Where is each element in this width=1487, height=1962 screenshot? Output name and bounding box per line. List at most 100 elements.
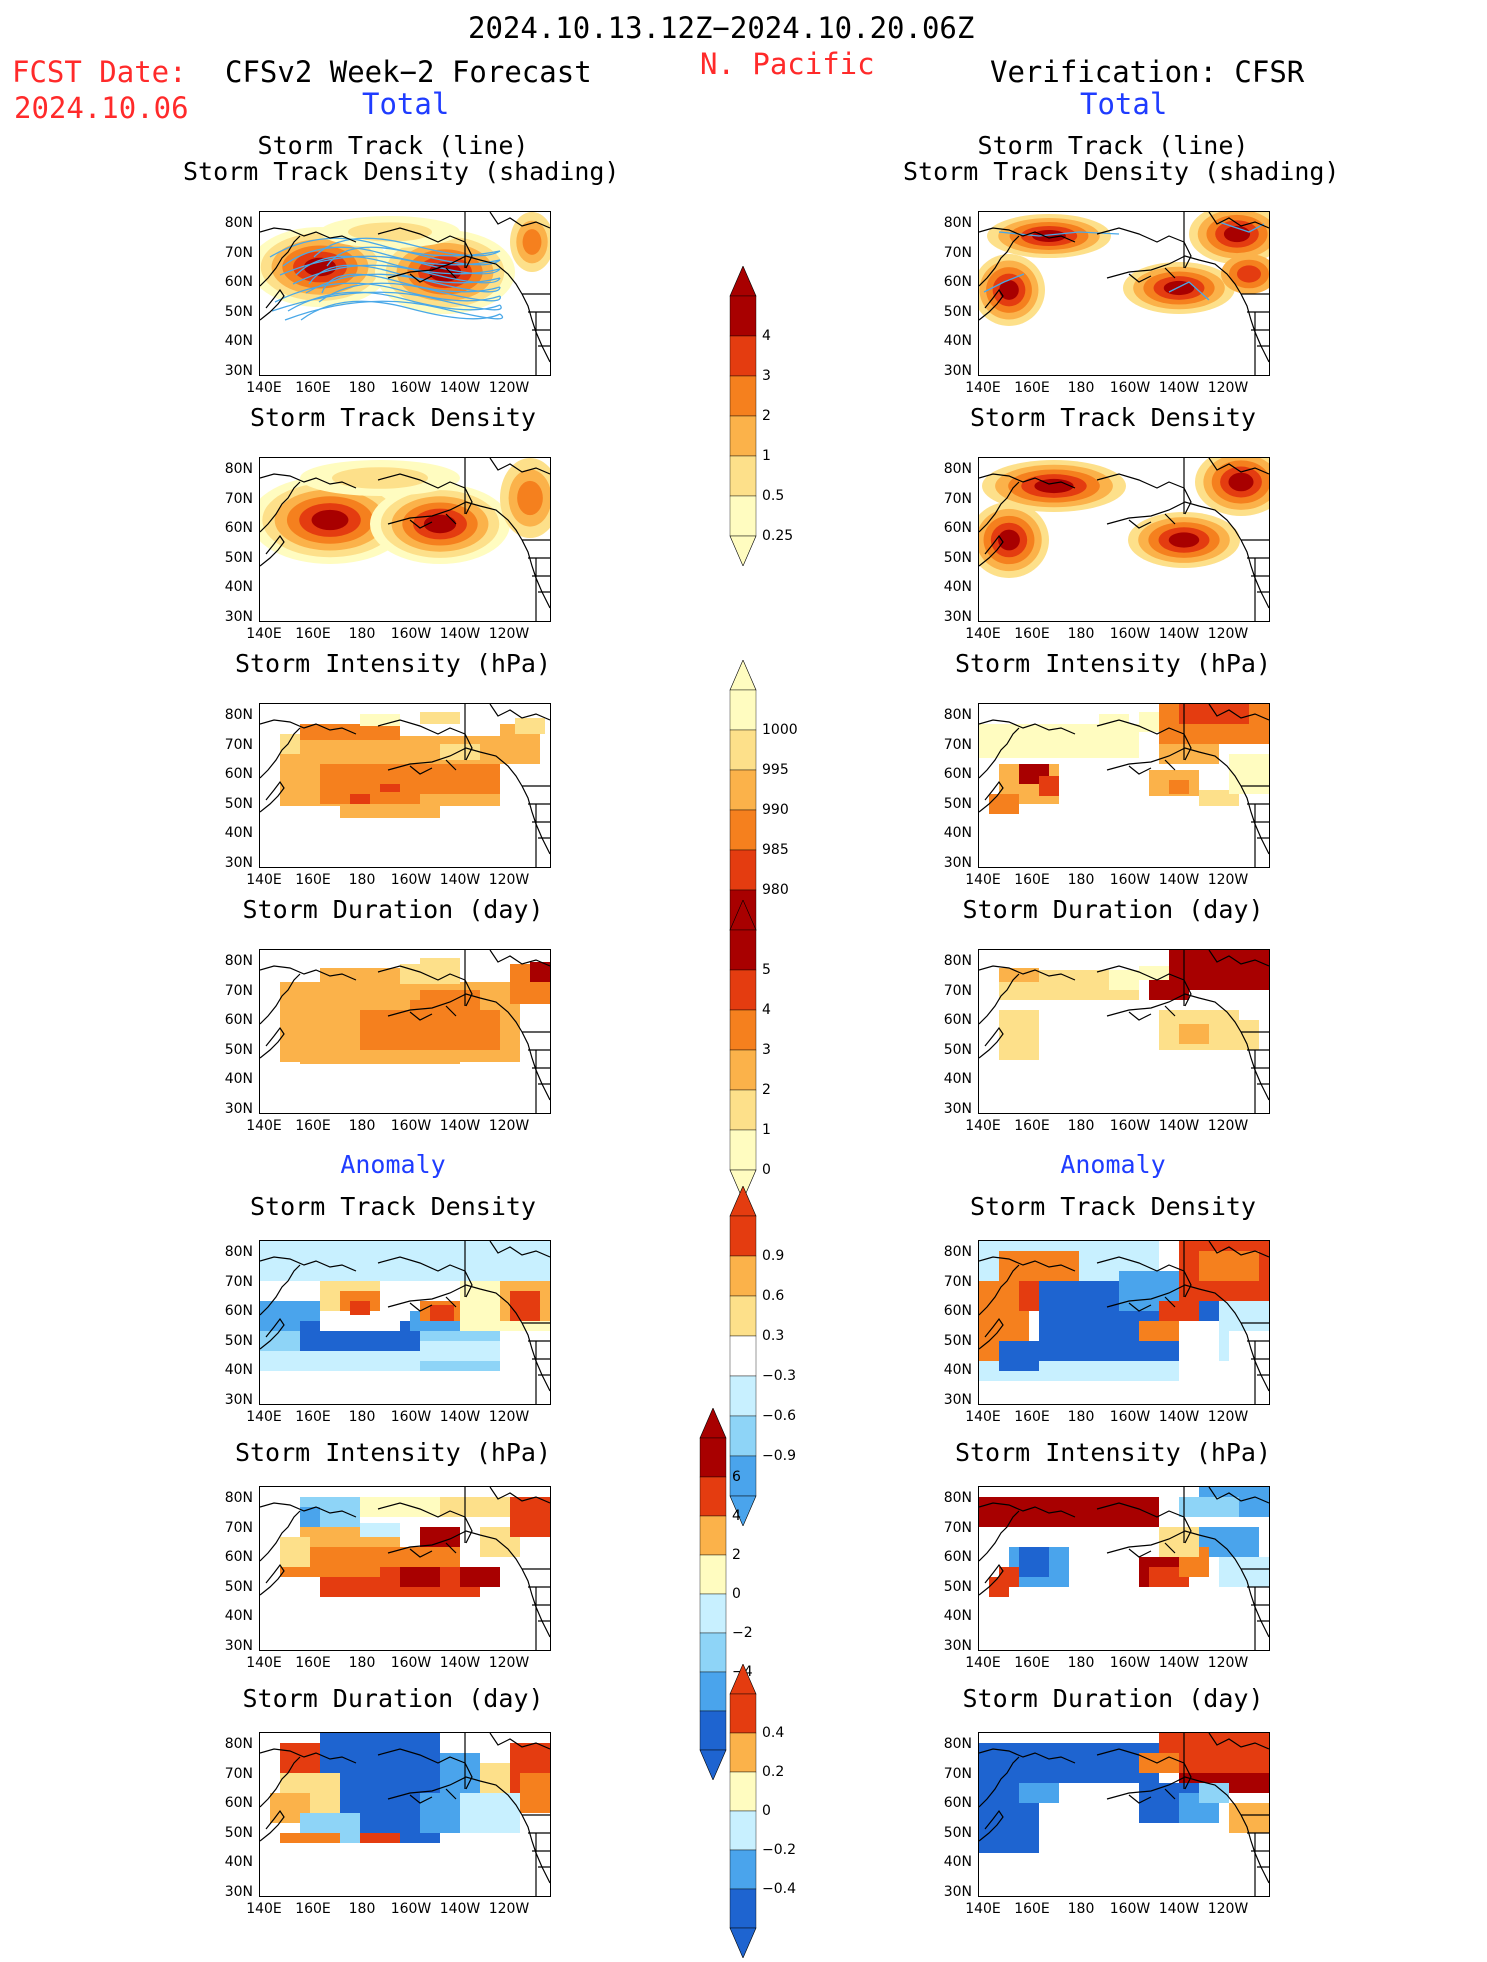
intensity-anomaly-colorbar	[698, 1407, 728, 1784]
lat-tick: 30N	[943, 1883, 972, 1900]
lon-tick: 140E	[965, 1118, 1001, 1134]
lat-tick: 30N	[224, 1637, 253, 1654]
density-total-colorbar-label: 0.25	[762, 528, 794, 544]
duration-anomaly-colorbar-label: 0	[762, 1803, 771, 1819]
lon-tick: 180	[348, 380, 376, 396]
lon-tick: 160E	[1014, 872, 1050, 888]
lat-tick: 60N	[943, 1549, 972, 1565]
left-st-shading-title: Storm Track Density (shading)	[183, 157, 620, 186]
duration-anomaly-colorbar	[728, 1663, 758, 1962]
lat-tick: 80N	[943, 1244, 972, 1260]
lon-tick: 140E	[246, 1118, 282, 1134]
intensity-total-colorbar-label: 980	[762, 882, 789, 898]
lon-tick: 140E	[246, 1901, 282, 1917]
duration-anomaly-colorbar-label: −0.2	[762, 1842, 796, 1858]
lon-tick: 180	[1067, 1655, 1095, 1671]
lon-tick: 160E	[295, 872, 331, 888]
fcst-date-label: FCST Date:	[12, 55, 187, 89]
lat-tick: 60N	[224, 766, 253, 782]
left-intensity-title: Storm Intensity (hPa)	[234, 649, 552, 678]
verification-storm-intensity-map	[978, 703, 1270, 868]
lat-tick: 60N	[224, 1549, 253, 1565]
lat-tick: 60N	[943, 274, 972, 290]
lon-tick: 140E	[965, 1409, 1001, 1425]
lat-tick: 60N	[943, 766, 972, 782]
lon-tick: 180	[1067, 1409, 1095, 1425]
lat-tick: 80N	[224, 707, 253, 723]
lon-tick: 120W	[488, 626, 530, 642]
forecast-storm-track-map	[259, 211, 551, 376]
intensity-anomaly-colorbar-label: 0	[732, 1586, 741, 1602]
lon-tick: 160E	[1014, 1118, 1050, 1134]
right-total-label: Total	[1080, 87, 1168, 121]
lat-tick: 60N	[943, 1795, 972, 1811]
right-column-title: Verification: CFSR	[990, 55, 1305, 89]
verification-anomaly-storm-track-density-map	[978, 1240, 1270, 1405]
lon-tick: 140W	[1158, 1409, 1200, 1425]
lat-tick: 40N	[943, 579, 972, 595]
lon-tick: 140W	[439, 1118, 481, 1134]
lon-tick: 140W	[1158, 1655, 1200, 1671]
lat-tick: 40N	[943, 1608, 972, 1624]
forecast-anomaly-storm-track-density-map	[259, 1240, 551, 1405]
lon-tick: 160W	[390, 1901, 432, 1917]
density-total-colorbar-label: 4	[762, 328, 771, 344]
lat-tick: 70N	[224, 1765, 253, 1782]
lon-tick: 160W	[390, 380, 432, 396]
forecast-anomaly-storm-intensity-map	[259, 1486, 551, 1651]
density-total-colorbar-label: 2	[762, 408, 771, 424]
density-total-colorbar-label: 3	[762, 368, 771, 384]
lat-tick: 40N	[943, 1362, 972, 1378]
lat-tick: 30N	[224, 362, 253, 379]
lon-tick: 160E	[295, 1901, 331, 1917]
lat-tick: 50N	[943, 1332, 972, 1349]
lon-tick: 140E	[965, 1901, 1001, 1917]
lon-tick: 120W	[1207, 872, 1249, 888]
lon-tick: 120W	[488, 1655, 530, 1671]
lat-tick: 50N	[943, 1041, 972, 1058]
lon-tick: 160W	[390, 1655, 432, 1671]
lat-tick: 40N	[943, 333, 972, 349]
lat-tick: 50N	[224, 549, 253, 566]
intensity-anomaly-colorbar-label: −2	[732, 1625, 753, 1641]
lat-tick: 80N	[943, 953, 972, 969]
duration-total-colorbar-label: 1	[762, 1122, 771, 1138]
lat-tick: 60N	[943, 520, 972, 536]
lon-tick: 160W	[1109, 626, 1151, 642]
lon-tick: 160E	[295, 1409, 331, 1425]
lat-tick: 70N	[943, 736, 972, 753]
left-duration-title: Storm Duration (day)	[242, 895, 544, 924]
date-range-title: 2024.10.13.12Z−2024.10.20.06Z	[468, 11, 975, 45]
lon-tick: 140W	[439, 380, 481, 396]
lon-tick: 120W	[488, 1409, 530, 1425]
lat-tick: 70N	[224, 736, 253, 753]
lon-tick: 160W	[1109, 1655, 1151, 1671]
lat-tick: 60N	[943, 1012, 972, 1028]
lat-tick: 80N	[224, 1490, 253, 1506]
right-anom-density-title: Storm Track Density	[970, 1192, 1256, 1221]
lat-tick: 40N	[943, 1854, 972, 1870]
lat-tick: 30N	[224, 1883, 253, 1900]
lon-tick: 140W	[439, 1901, 481, 1917]
lat-tick: 30N	[224, 1100, 253, 1117]
lat-tick: 70N	[224, 490, 253, 507]
lat-tick: 50N	[224, 1332, 253, 1349]
lat-tick: 40N	[224, 1608, 253, 1624]
verification-anomaly-storm-intensity-map	[978, 1486, 1270, 1651]
lon-tick: 180	[348, 1901, 376, 1917]
lat-tick: 80N	[224, 461, 253, 477]
left-anom-intensity-title: Storm Intensity (hPa)	[234, 1438, 552, 1467]
lat-tick: 50N	[224, 1041, 253, 1058]
lat-tick: 40N	[224, 1071, 253, 1087]
lon-tick: 120W	[1207, 1118, 1249, 1134]
lon-tick: 140E	[965, 626, 1001, 642]
intensity-total-colorbar-label: 995	[762, 762, 789, 778]
lon-tick: 120W	[1207, 380, 1249, 396]
right-st-shading-title: Storm Track Density (shading)	[903, 157, 1340, 186]
lat-tick: 70N	[943, 1765, 972, 1782]
lat-tick: 60N	[943, 1303, 972, 1319]
lat-tick: 60N	[224, 520, 253, 536]
duration-total-colorbar-label: 4	[762, 1002, 771, 1018]
lat-tick: 30N	[943, 608, 972, 625]
density-anomaly-colorbar-label: −0.3	[762, 1368, 796, 1384]
